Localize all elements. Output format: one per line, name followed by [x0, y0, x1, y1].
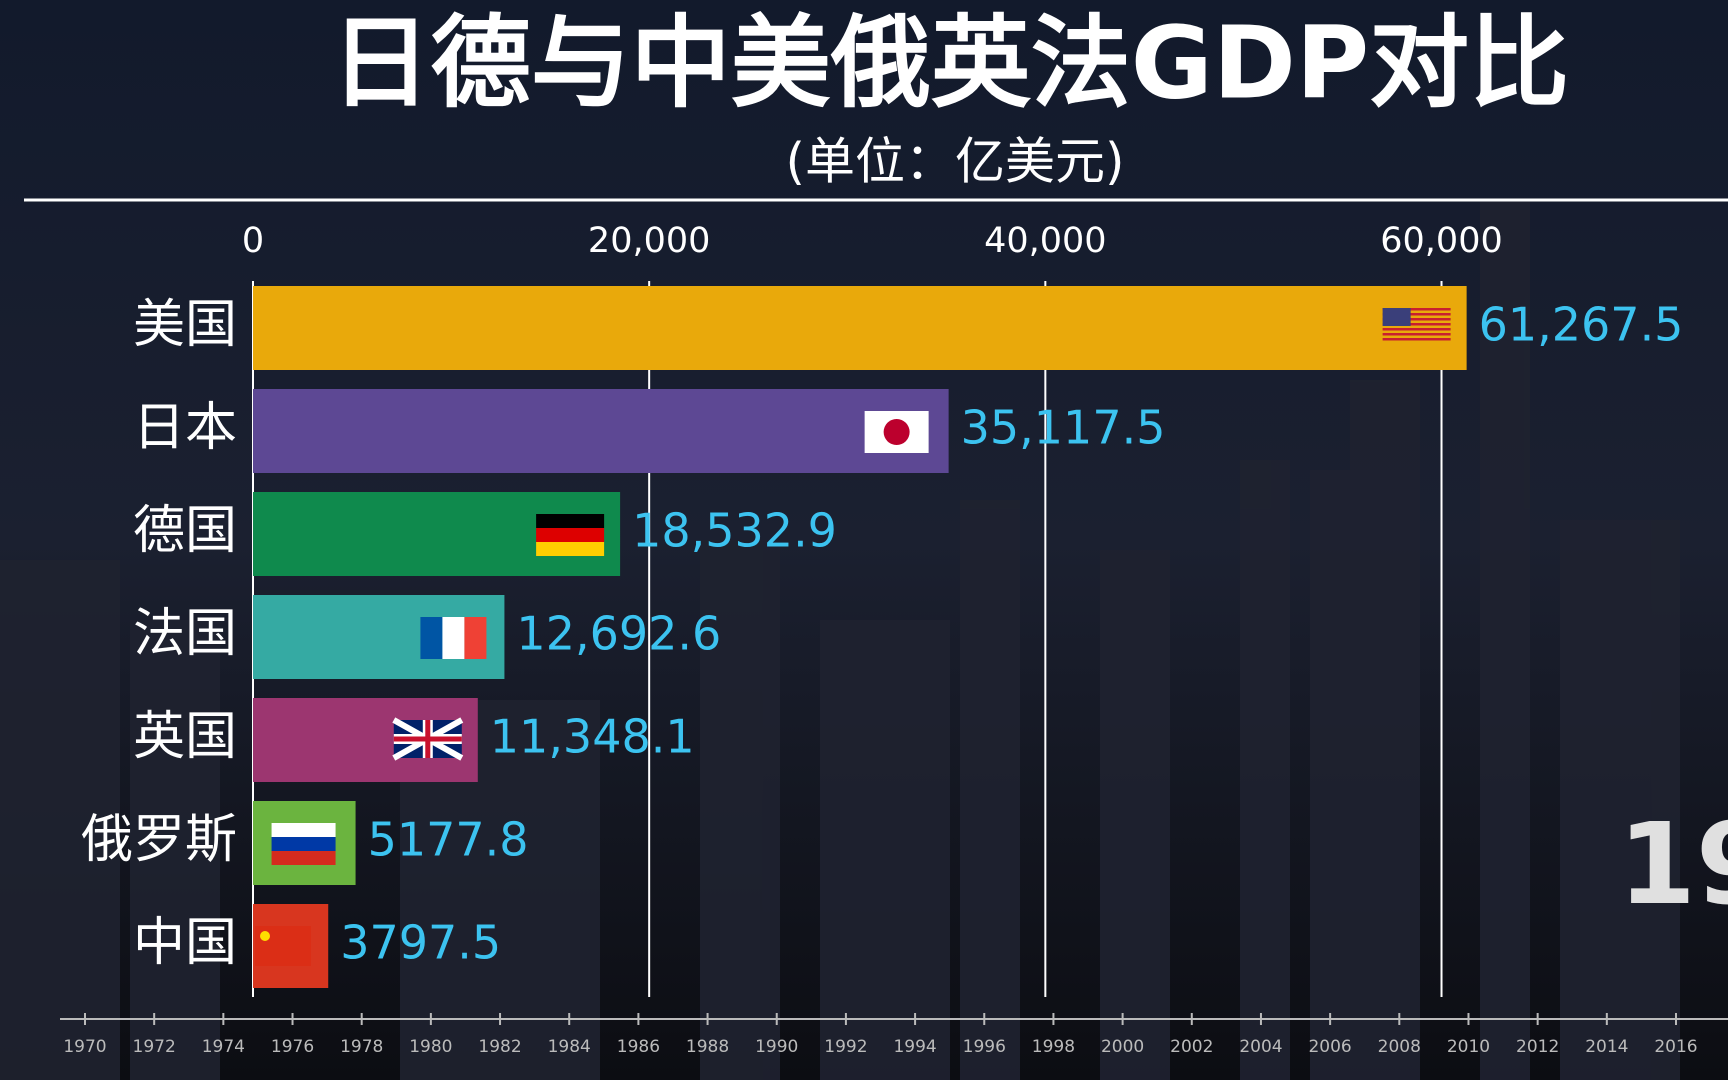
- timeline-label: 2016: [1654, 1037, 1697, 1057]
- flag: [1382, 308, 1451, 341]
- flag: [271, 823, 336, 865]
- x-tick-label: 20,000: [588, 221, 710, 261]
- timeline-label: 1990: [755, 1037, 798, 1057]
- chart-subtitle: (单位：亿美元): [785, 133, 1124, 191]
- flag-part: [1382, 323, 1451, 326]
- timeline-label: 2014: [1585, 1037, 1628, 1057]
- timeline-label: 1988: [686, 1037, 729, 1057]
- value-label: 35,117.5: [961, 401, 1166, 455]
- y-tick-label: 俄罗斯: [81, 810, 237, 870]
- year-label: 19: [1618, 800, 1728, 930]
- bar: [253, 389, 949, 473]
- timeline-label: 1980: [409, 1037, 452, 1057]
- flag-part: [883, 419, 910, 445]
- timeline-label: 1998: [1032, 1037, 1075, 1057]
- flag: [255, 926, 311, 966]
- bar: [253, 286, 1467, 370]
- timeline-label: 2000: [1101, 1037, 1144, 1057]
- y-tick-label: 美国: [133, 295, 237, 355]
- timeline-label: 2012: [1516, 1037, 1559, 1057]
- flag-part: [442, 617, 465, 659]
- value-label: 12,692.6: [516, 607, 721, 661]
- y-tick-label: 法国: [133, 604, 237, 664]
- timeline-label: 1972: [133, 1037, 176, 1057]
- flag-part: [1382, 333, 1451, 336]
- flag: [392, 717, 464, 761]
- flag-part: [1382, 328, 1451, 331]
- timeline-label: 2006: [1308, 1037, 1351, 1057]
- flag-part: [536, 514, 605, 528]
- value-label: 11,348.1: [490, 710, 695, 764]
- flag-part: [271, 837, 336, 851]
- timeline-label: 1974: [202, 1037, 245, 1057]
- timeline-label: 1970: [63, 1037, 106, 1057]
- value-label: 5177.8: [368, 813, 529, 867]
- flag-part: [1382, 313, 1451, 316]
- flag-part: [420, 617, 443, 659]
- timeline-label: 1994: [893, 1037, 936, 1057]
- timeline-label: 2010: [1447, 1037, 1490, 1057]
- value-label: 3797.5: [340, 916, 501, 970]
- timeline-label: 1992: [824, 1037, 867, 1057]
- timeline-label: 1996: [963, 1037, 1006, 1057]
- timeline-label: 1986: [617, 1037, 660, 1057]
- x-tick-label: 60,000: [1380, 221, 1502, 261]
- timeline-label: 2002: [1170, 1037, 1213, 1057]
- flag-part: [1382, 318, 1451, 321]
- flag-part: [536, 528, 605, 542]
- y-tick-label: 德国: [133, 501, 237, 561]
- flag: [864, 411, 929, 453]
- flag-part: [1382, 338, 1451, 341]
- flag-part: [1382, 308, 1451, 311]
- value-label: 18,532.9: [632, 504, 837, 558]
- timeline-label: 1984: [548, 1037, 591, 1057]
- flag-part: [271, 823, 336, 837]
- x-tick-label: 40,000: [984, 221, 1106, 261]
- timeline-label: 1982: [478, 1037, 521, 1057]
- flag-part: [464, 617, 487, 659]
- flag-part: [260, 931, 270, 941]
- y-tick-label: 英国: [133, 707, 237, 767]
- flag-part: [536, 542, 605, 556]
- y-tick-label: 日本: [133, 398, 237, 458]
- y-tick-label: 中国: [133, 913, 237, 973]
- value-label: 61,267.5: [1479, 298, 1684, 352]
- timeline-label: 2004: [1239, 1037, 1282, 1057]
- flag-part: [393, 720, 462, 758]
- timeline-label: 1976: [271, 1037, 314, 1057]
- flag: [420, 617, 487, 659]
- flag: [536, 514, 605, 556]
- x-tick-label: 0: [242, 221, 264, 261]
- timeline-label: 2008: [1378, 1037, 1421, 1057]
- flag-part: [1382, 308, 1411, 326]
- flag-part: [271, 851, 336, 865]
- chart-title: 日德与中美俄英法GDP对比: [331, 4, 1569, 121]
- timeline-label: 1978: [340, 1037, 383, 1057]
